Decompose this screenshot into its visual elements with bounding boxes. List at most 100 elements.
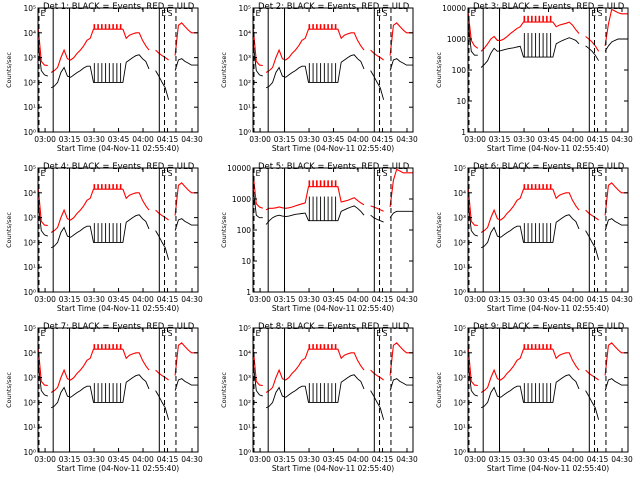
x-tick-label: 04:15: [372, 135, 394, 144]
x-tick-label: 04:00: [132, 455, 154, 464]
x-tick-label: 04:30: [181, 295, 203, 304]
y-tick-label: 10⁵: [453, 324, 466, 333]
marker-label-e: E: [161, 9, 166, 18]
x-tick-label: 03:45: [108, 295, 130, 304]
x-tick-label: 03:30: [513, 455, 535, 464]
y-axis-label: Counts/sec: [435, 212, 443, 248]
x-tick-label: 04:15: [157, 455, 179, 464]
uld-series-line: [38, 182, 198, 233]
x-tick-label: 03:30: [298, 295, 320, 304]
marker-label-e: E: [256, 169, 261, 178]
y-axis-label: Counts/sec: [220, 212, 228, 248]
y-tick-label: 10⁰: [453, 448, 466, 457]
events-series-line: [38, 360, 198, 420]
x-tick-label: 03:00: [34, 135, 56, 144]
plot-frame: [37, 327, 199, 453]
panel-title: Det 5: BLACK = Events, RED = ULD: [258, 162, 410, 172]
marker-label-s: S: [598, 329, 603, 338]
y-tick-label: 10²: [238, 78, 251, 87]
x-tick-label: 03:00: [34, 455, 56, 464]
y-tick-label: 10³: [23, 54, 36, 63]
x-tick-label: 03:15: [489, 455, 511, 464]
x-tick-label: 04:00: [347, 295, 369, 304]
y-tick-label: 10⁵: [238, 324, 251, 333]
marker-label-e: E: [161, 169, 166, 178]
marker-label-e: E: [41, 329, 46, 338]
x-tick-label: 04:30: [181, 455, 203, 464]
x-tick-label: 04:15: [372, 295, 394, 304]
x-axis-label: Start Time (04-Nov-11 02:55:40): [487, 464, 609, 473]
x-tick-label: 03:00: [249, 295, 271, 304]
x-tick-label: 03:15: [489, 295, 511, 304]
x-tick-label: 03:45: [538, 455, 560, 464]
events-series-line: [468, 200, 628, 260]
marker-label-e: E: [376, 169, 381, 178]
x-tick-label: 03:30: [83, 455, 105, 464]
x-tick-label: 03:00: [34, 295, 56, 304]
y-tick-label: 10⁴: [453, 189, 466, 198]
x-tick-label: 04:15: [157, 295, 179, 304]
plot-frame: [252, 327, 414, 453]
panel-title: Det 6: BLACK = Events, RED = ULD: [473, 162, 625, 172]
y-tick-label: 10⁵: [23, 164, 36, 173]
y-tick-label: 10⁵: [453, 164, 466, 173]
panel-title: Det 8: BLACK = Events, RED = ULD: [258, 322, 410, 332]
y-tick-label: 10⁴: [238, 29, 251, 38]
plot-area: [253, 342, 413, 420]
x-tick-label: 04:00: [562, 295, 584, 304]
x-tick-label: 04:15: [587, 455, 609, 464]
x-tick-label: 03:15: [59, 295, 81, 304]
y-axis-label: Counts/sec: [5, 212, 13, 248]
y-tick-label: 10³: [453, 214, 466, 223]
y-tick-label: 10¹: [238, 423, 251, 432]
y-tick-label: 10⁰: [238, 128, 251, 137]
panel-title: Det 9: BLACK = Events, RED = ULD: [473, 322, 625, 332]
x-tick-label: 04:00: [562, 135, 584, 144]
x-tick-label: 04:15: [372, 455, 394, 464]
y-tick-label: 10³: [238, 374, 251, 383]
uld-series-line: [468, 8, 628, 52]
y-tick-label: 1: [461, 128, 466, 137]
marker-label-e: E: [591, 9, 596, 18]
uld-series-line: [468, 182, 628, 233]
y-axis-label: Counts/sec: [435, 52, 443, 88]
x-tick-label: 03:30: [513, 135, 535, 144]
panel-title: Det 1: BLACK = Events, RED = ULD: [43, 2, 195, 12]
x-tick-label: 03:30: [298, 455, 320, 464]
x-axis-label: Start Time (04-Nov-11 02:55:40): [57, 144, 179, 153]
y-tick-label: 10²: [453, 238, 466, 247]
plot-frame: [252, 7, 414, 133]
uld-series-line: [38, 22, 198, 73]
plot-frame: [467, 7, 629, 133]
x-tick-label: 04:30: [396, 295, 418, 304]
y-tick-label: 10¹: [23, 103, 36, 112]
marker-label-e: E: [376, 329, 381, 338]
y-tick-label: 10³: [23, 374, 36, 383]
y-tick-label: 10⁴: [238, 349, 251, 358]
panel-title: Det 4: BLACK = Events, RED = ULD: [43, 162, 195, 172]
panel-title: Det 2: BLACK = Events, RED = ULD: [258, 2, 410, 12]
x-tick-label: 04:00: [132, 135, 154, 144]
marker-label-e: E: [591, 169, 596, 178]
x-tick-label: 03:15: [59, 455, 81, 464]
y-tick-label: 10³: [453, 374, 466, 383]
marker-label-e: E: [376, 9, 381, 18]
x-axis-label: Start Time (04-Nov-11 02:55:40): [272, 304, 394, 313]
marker-label-s: S: [168, 169, 173, 178]
uld-series-line: [253, 168, 413, 212]
marker-label-e: E: [161, 329, 166, 338]
x-axis-label: Start Time (04-Nov-11 02:55:40): [487, 144, 609, 153]
marker-label-e: E: [41, 169, 46, 178]
marker-label-s: S: [598, 169, 603, 178]
x-axis-label: Start Time (04-Nov-11 02:55:40): [272, 144, 394, 153]
panel-title: Det 7: BLACK = Events, RED = ULD: [43, 322, 195, 332]
marker-label-s: S: [383, 9, 388, 18]
y-tick-label: 10¹: [238, 103, 251, 112]
plot-frame: [37, 167, 199, 293]
y-tick-label: 10⁴: [23, 29, 36, 38]
marker-label-e: E: [591, 329, 596, 338]
y-tick-label: 10⁵: [23, 4, 36, 13]
